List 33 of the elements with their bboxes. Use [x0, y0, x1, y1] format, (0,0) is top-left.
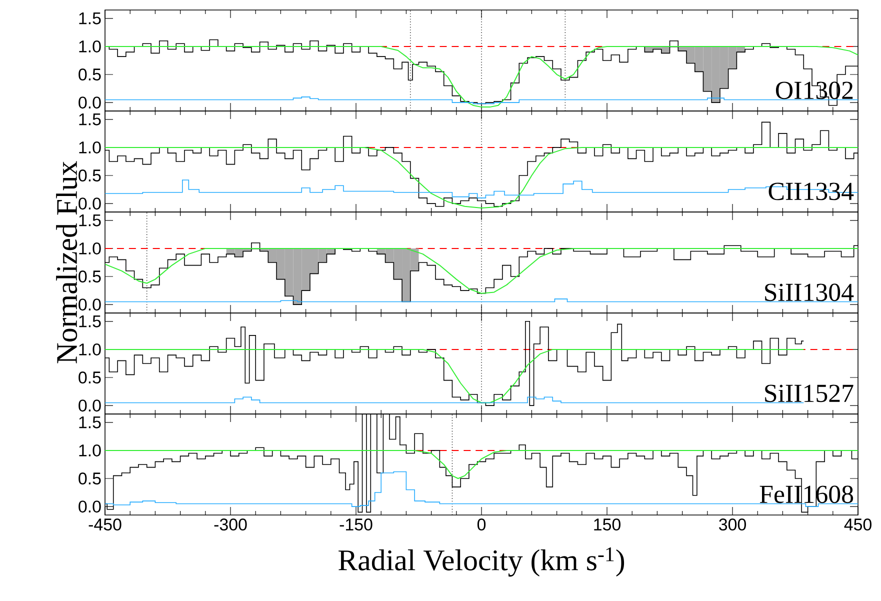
y-tick-label: 0.5: [78, 270, 101, 283]
y-tick-label: 0.5: [78, 68, 101, 81]
y-tick-label: 0.5: [78, 170, 101, 182]
y-tick-label: 1.0: [79, 141, 101, 154]
x-axis-title: Radial Velocity (km s$^{-1}$): [338, 547, 624, 577]
x-tick-label: 450: [844, 518, 872, 530]
line-series: [105, 450, 858, 480]
y-tick-label: 0.5: [78, 372, 101, 384]
y-tick-label: 1.5: [79, 214, 101, 226]
y-tick-label: 1.5: [79, 315, 101, 328]
y-tick-label: 1.0: [79, 40, 101, 52]
y-tick-label: 0.0: [78, 298, 101, 311]
x-tick-label: 150: [594, 518, 620, 530]
y-tick-label: 0.0: [78, 96, 101, 109]
y-tick-label: 0.0: [78, 500, 101, 513]
x-tick-label: -300: [214, 518, 247, 530]
y-tick-label: 0.0: [78, 198, 101, 210]
y-tick-label: 1.5: [79, 113, 101, 126]
annotation: SiII1304: [765, 284, 854, 302]
x-tick-label: 300: [719, 518, 746, 530]
y-tick-label: 0.0: [78, 400, 101, 412]
y-tick-label: 0.5: [78, 472, 101, 485]
x-tick-label: 0: [477, 518, 486, 530]
y-tick-label: 1.0: [79, 444, 101, 456]
line-series: [105, 146, 858, 209]
y-tick-label: 1.0: [79, 343, 101, 356]
x-tick-label: -150: [340, 518, 372, 530]
y-tick-label: 1.5: [79, 416, 101, 428]
y-tick-label: 1.5: [79, 12, 101, 24]
x-tick-label: -450: [88, 518, 122, 530]
y-tick-label: 1.0: [79, 242, 101, 254]
annotation: SiII1527: [765, 384, 854, 402]
y-axis-title: Normalized Flux: [56, 161, 78, 364]
